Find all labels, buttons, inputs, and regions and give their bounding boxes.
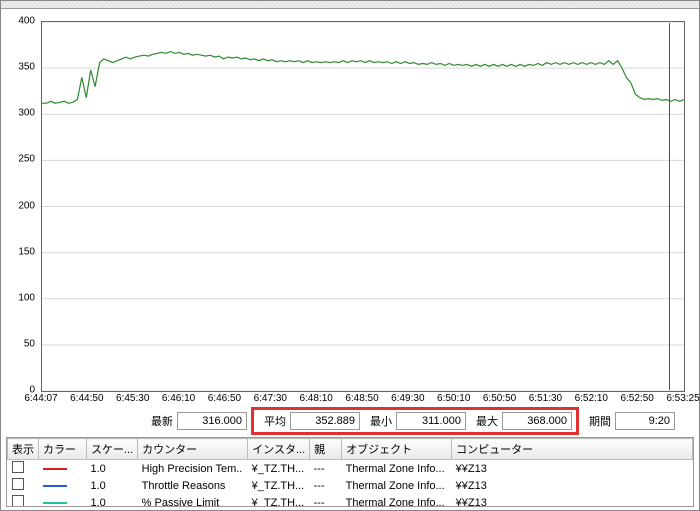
latest-value: 316.000 — [177, 412, 247, 430]
cell-computer: ¥¥Z13 — [452, 477, 693, 494]
cell-counter: Throttle Reasons — [138, 477, 248, 494]
top-hatch — [1, 1, 699, 9]
cell-computer: ¥¥Z13 — [452, 460, 693, 478]
show-checkbox[interactable] — [12, 478, 24, 490]
chart-area[interactable] — [41, 21, 685, 392]
col-instance[interactable]: インスタ... — [248, 439, 310, 460]
col-show[interactable]: 表示 — [8, 439, 39, 460]
period-label: 期間 — [589, 413, 611, 429]
y-axis: 050100150200250300350400 — [1, 17, 39, 388]
max-label: 最大 — [476, 413, 498, 429]
cell-instance: ¥_TZ.TH... — [248, 477, 310, 494]
stats-row: 最新 316.000 平均 352.889 最小 311.000 最大 368.… — [11, 410, 689, 432]
table-row[interactable]: 1.0High Precision Tem..¥_TZ.TH...---Ther… — [8, 460, 693, 478]
col-counter[interactable]: カウンター — [138, 439, 248, 460]
col-scale[interactable]: スケー... — [87, 439, 138, 460]
cell-parent: --- — [310, 477, 342, 494]
max-value: 368.000 — [502, 412, 572, 430]
color-swatch — [43, 468, 67, 470]
counter-grid: 表示 カラー スケー... カウンター インスタ... 親 オブジェクト コンピ… — [7, 438, 693, 507]
cell-object: Thermal Zone Info... — [342, 494, 452, 507]
cell-scale: 1.0 — [87, 477, 138, 494]
cell-scale: 1.0 — [87, 460, 138, 478]
x-axis: 6:44:076:44:506:45:306:46:106:46:506:47:… — [11, 393, 689, 405]
cell-counter: High Precision Tem.. — [138, 460, 248, 478]
avg-value: 352.889 — [290, 412, 360, 430]
col-parent[interactable]: 親 — [310, 439, 342, 460]
avg-label: 平均 — [264, 413, 286, 429]
col-computer[interactable]: コンピューター — [452, 439, 693, 460]
cell-parent: --- — [310, 460, 342, 478]
cell-object: Thermal Zone Info... — [342, 477, 452, 494]
time-marker — [669, 23, 670, 390]
min-value: 311.000 — [396, 412, 466, 430]
color-swatch — [43, 485, 67, 487]
period-value: 9:20 — [615, 412, 675, 430]
chart-svg — [42, 22, 684, 391]
table-row[interactable]: 1.0% Passive Limit¥_TZ.TH...---Thermal Z… — [8, 494, 693, 507]
min-label: 最小 — [370, 413, 392, 429]
cell-parent: --- — [310, 494, 342, 507]
cell-object: Thermal Zone Info... — [342, 460, 452, 478]
cell-scale: 1.0 — [87, 494, 138, 507]
header-row: 表示 カラー スケー... カウンター インスタ... 親 オブジェクト コンピ… — [8, 439, 693, 460]
color-swatch — [43, 502, 67, 504]
col-color[interactable]: カラー — [39, 439, 87, 460]
cell-instance: ¥_TZ.TH... — [248, 460, 310, 478]
cell-counter: % Passive Limit — [138, 494, 248, 507]
show-checkbox[interactable] — [12, 461, 24, 473]
highlight-box: 平均 352.889 最小 311.000 最大 368.000 — [251, 407, 579, 435]
perfmon-window: 050100150200250300350400 6:44:076:44:506… — [0, 0, 700, 511]
counter-table[interactable]: 表示 カラー スケー... カウンター インスタ... 親 オブジェクト コンピ… — [6, 437, 694, 507]
latest-label: 最新 — [151, 413, 173, 429]
cell-computer: ¥¥Z13 — [452, 494, 693, 507]
table-row[interactable]: 1.0Throttle Reasons¥_TZ.TH...---Thermal … — [8, 477, 693, 494]
cell-instance: ¥_TZ.TH... — [248, 494, 310, 507]
col-object[interactable]: オブジェクト — [342, 439, 452, 460]
show-checkbox[interactable] — [12, 495, 24, 507]
